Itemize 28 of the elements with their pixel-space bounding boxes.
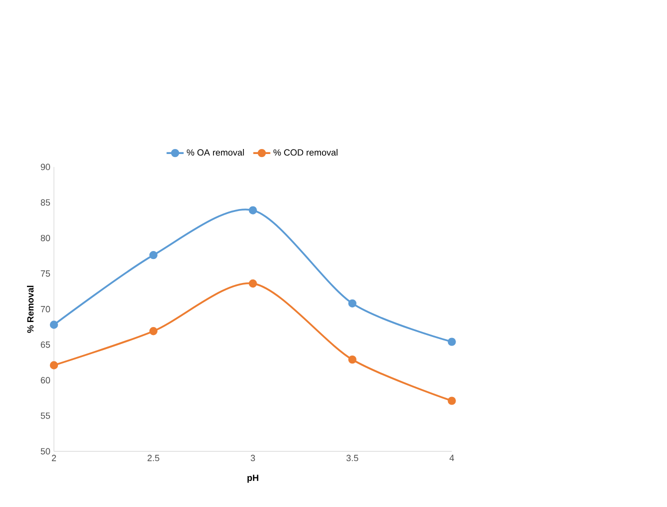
y-axis-title: % Removal [26, 286, 34, 334]
y-tick-label: 75 [40, 270, 50, 277]
legend-label: % OA removal [186, 149, 244, 156]
x-axis-title: pH [247, 474, 258, 483]
y-tick-label: 65 [40, 342, 50, 348]
x-tick-label: 4 [450, 454, 454, 462]
x-tick-label: 3 [250, 454, 255, 462]
point [448, 338, 456, 346]
point [149, 327, 158, 336]
y-tick-label: 85 [40, 199, 50, 206]
x-tick-label: 2.5 [148, 454, 160, 462]
x-tick-label: 3.5 [346, 454, 358, 462]
point [348, 300, 356, 308]
y-tick-label: 55 [40, 412, 50, 420]
y-tick-label: 90 [40, 164, 50, 170]
y-tick-label: 60 [40, 377, 50, 384]
point [50, 320, 58, 330]
point [149, 251, 158, 260]
y-tick-label: 80 [40, 235, 50, 242]
point [448, 396, 456, 406]
y-tick-label: 50 [40, 448, 50, 455]
legend-label: % COD removal [274, 149, 338, 156]
point [50, 361, 58, 370]
x-tick-label: 2 [52, 454, 56, 462]
y-tick-label: 70 [40, 306, 50, 312]
point [248, 280, 257, 288]
point [248, 206, 257, 215]
point [348, 356, 356, 364]
